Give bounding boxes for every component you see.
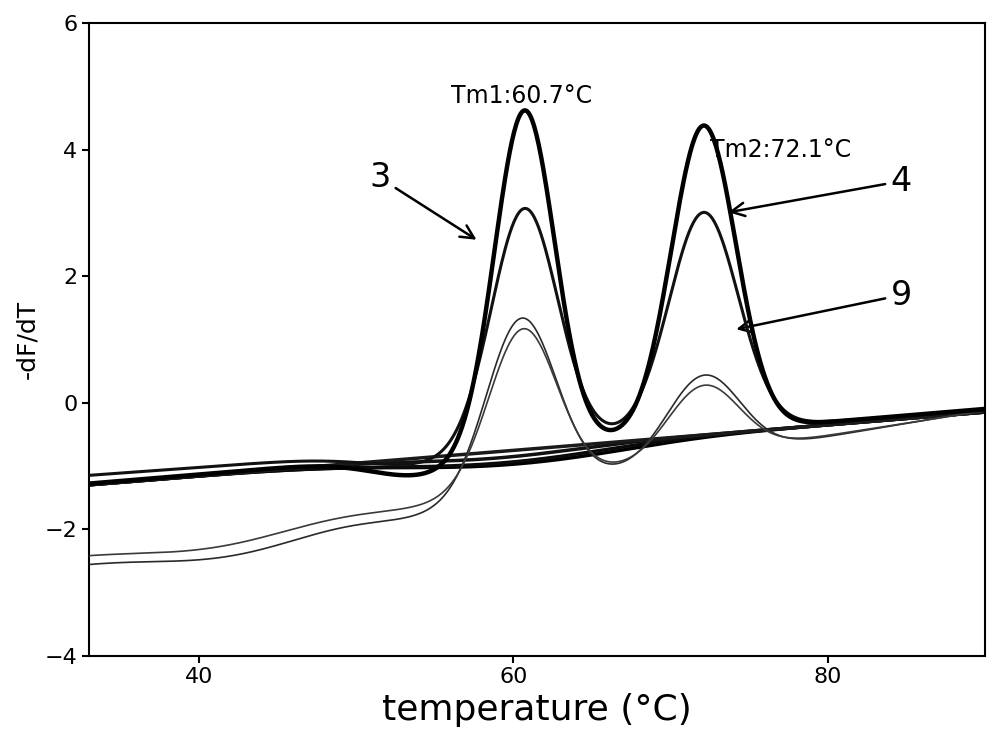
X-axis label: temperature (°C): temperature (°C) — [382, 693, 692, 727]
Text: 4: 4 — [731, 165, 912, 216]
Text: Tm2:72.1°C: Tm2:72.1°C — [710, 137, 851, 162]
Text: 9: 9 — [739, 278, 912, 332]
Y-axis label: -dF/dT: -dF/dT — [15, 300, 39, 379]
Text: Tm1:60.7°C: Tm1:60.7°C — [451, 85, 592, 108]
Text: 3: 3 — [369, 162, 474, 238]
